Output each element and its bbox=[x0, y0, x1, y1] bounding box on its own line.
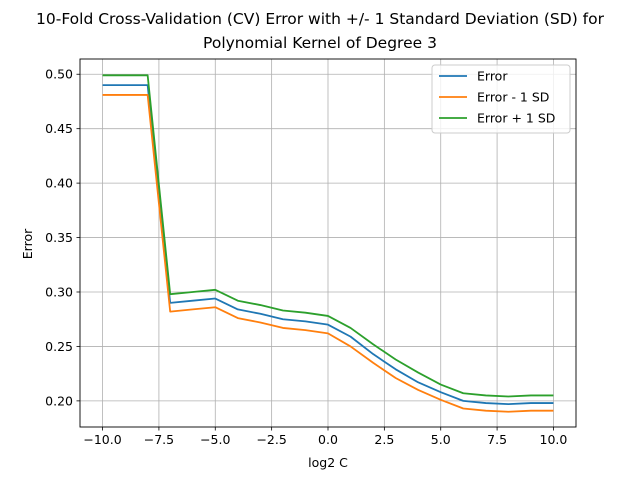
x-tick-label: −7.5 bbox=[144, 432, 174, 447]
series-line-error-minus-sd bbox=[102, 94, 554, 413]
plot-series bbox=[102, 74, 554, 413]
y-tick-label: 0.45 bbox=[45, 121, 73, 136]
y-tick-label: 0.25 bbox=[45, 339, 73, 354]
legend-label-error-plus-sd: Error + 1 SD bbox=[477, 111, 555, 126]
y-axis-label: Error bbox=[20, 228, 35, 259]
x-tick-label: 7.5 bbox=[487, 432, 507, 447]
y-tick-label: 0.35 bbox=[45, 230, 73, 245]
chart-title-line-2: Polynomial Kernel of Degree 3 bbox=[203, 34, 437, 52]
x-tick-label: 10.0 bbox=[540, 432, 568, 447]
y-tick-label: 0.50 bbox=[45, 67, 73, 82]
series-line-error bbox=[102, 84, 554, 406]
y-tick-label: 0.40 bbox=[45, 176, 73, 191]
y-tick-label: 0.20 bbox=[45, 393, 73, 408]
x-axis-label: log2 C bbox=[308, 455, 348, 470]
x-tick-label: −10.0 bbox=[83, 432, 121, 447]
x-tick-label: 5.0 bbox=[431, 432, 451, 447]
axis-ticks: −10.0 −7.5 −5.0 −2.5 0.0 2.5 5.0 7.5 10.0 0.20 0.2… bbox=[45, 67, 567, 447]
legend-box bbox=[431, 64, 571, 134]
y-tick-label: 0.30 bbox=[45, 284, 73, 299]
series-line-error-plus-sd bbox=[102, 74, 554, 398]
x-tick-label: 2.5 bbox=[374, 432, 394, 447]
x-tick-label: −5.0 bbox=[200, 432, 230, 447]
legend: Error Error - 1 SD Error + 1 SD bbox=[431, 64, 571, 134]
legend-label-error: Error bbox=[477, 69, 508, 84]
legend-label-error-minus-sd: Error - 1 SD bbox=[477, 90, 549, 105]
x-tick-label: −2.5 bbox=[256, 432, 286, 447]
chart-title-line-1: 10-Fold Cross-Validation (CV) Error with… bbox=[36, 10, 605, 28]
x-tick-label: 0.0 bbox=[318, 432, 338, 447]
